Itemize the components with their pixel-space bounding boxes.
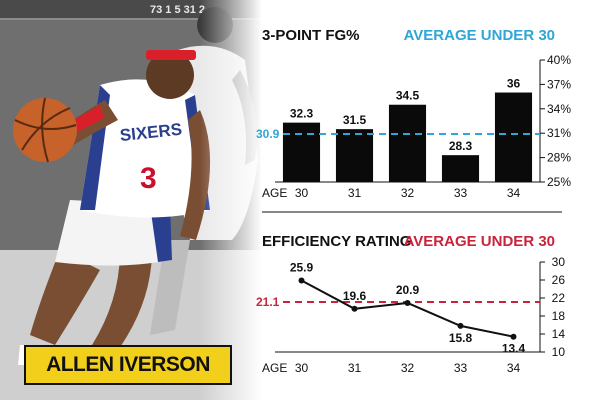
player-nameplate: ALLEN IVERSON: [24, 345, 232, 385]
eff-category-32: 32: [401, 361, 415, 375]
eff-point-label-34: 13.4: [502, 342, 526, 356]
basketball: [13, 98, 77, 162]
fg-tick-label: 28%: [547, 151, 571, 165]
fg-bar-32: [388, 104, 427, 182]
fg-bar-label-32: 34.5: [396, 89, 420, 103]
fg-chart-title: 3-POINT FG%: [262, 27, 360, 44]
eff-tick-label: 22: [552, 291, 566, 305]
eff-tick-label: 26: [552, 273, 566, 287]
fg-bar-31: [335, 129, 374, 182]
eff-category-30: 30: [295, 361, 309, 375]
fg-bar-label-34: 36: [507, 77, 521, 91]
fg-chart: 3-POINT FG% AVERAGE UNDER 30 AGE 32.3 31.…: [256, 27, 571, 200]
fg-bar-label-30: 32.3: [290, 107, 314, 121]
eff-point-label-31: 19.6: [343, 289, 367, 303]
efficiency-chart: EFFICIENCY RATING AVERAGE UNDER 30 AGE 2…: [256, 233, 565, 375]
scoreboard-banner: [0, 0, 262, 18]
eff-point-30: [298, 277, 305, 284]
fg-tick-label: 34%: [547, 102, 571, 116]
fg-bar-label-31: 31.5: [343, 113, 367, 127]
jersey-number: 3: [140, 162, 157, 195]
fg-reference-value: 30.9: [256, 127, 280, 141]
eff-tick-label: 14: [552, 327, 566, 341]
fg-category-34: 34: [507, 186, 521, 200]
eff-point-32: [404, 299, 411, 306]
eff-point-31: [351, 305, 358, 312]
eff-point-label-32: 20.9: [396, 283, 420, 297]
eff-tick-label: 30: [552, 255, 566, 269]
eff-point-33: [457, 322, 464, 329]
eff-reference-label: AVERAGE UNDER 30: [404, 233, 555, 250]
fg-category-30: 30: [295, 186, 309, 200]
eff-chart-title: EFFICIENCY RATING: [262, 233, 411, 250]
eff-category-34: 34: [507, 361, 521, 375]
fg-tick-label: 25%: [547, 175, 571, 189]
fg-category-31: 31: [348, 186, 362, 200]
fg-category-32: 32: [401, 186, 415, 200]
fg-bar-label-33: 28.3: [449, 139, 473, 153]
fg-bar-30: [282, 122, 321, 182]
fg-tick-label: 40%: [547, 53, 571, 67]
eff-category-31: 31: [348, 361, 362, 375]
eff-tick-label: 10: [552, 345, 566, 359]
scoreboard-text: 73 1 5 31 2: [150, 4, 205, 16]
eff-category-33: 33: [454, 361, 468, 375]
fg-bar-33: [441, 155, 480, 182]
eff-reference-value: 21.1: [256, 295, 280, 309]
fg-reference-label: AVERAGE UNDER 30: [404, 27, 555, 44]
eff-point-label-33: 15.8: [449, 331, 473, 345]
fg-tick-label: 37%: [547, 77, 571, 91]
fg-tick-label: 31%: [547, 126, 571, 140]
eff-x-axis-label: AGE: [262, 361, 287, 375]
eff-point-label-30: 25.9: [290, 260, 314, 274]
eff-point-34: [510, 333, 517, 340]
fg-bar-34: [494, 92, 533, 182]
eff-tick-label: 18: [552, 309, 566, 323]
fg-x-axis-label: AGE: [262, 186, 287, 200]
fg-category-33: 33: [454, 186, 468, 200]
